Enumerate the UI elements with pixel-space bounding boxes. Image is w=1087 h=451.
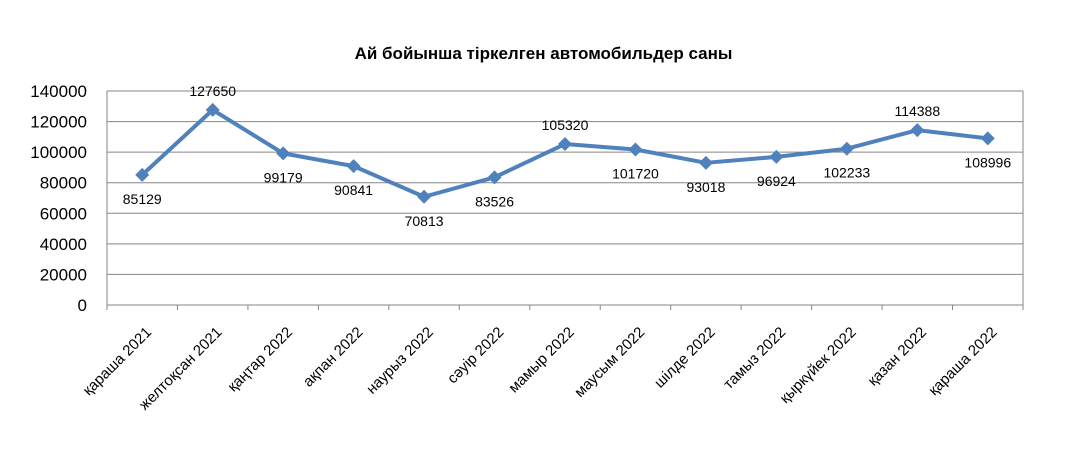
x-tick-label: ақпан 2022 [300,324,367,391]
data-point [205,102,220,117]
data-point [135,167,150,182]
x-tick-label: сәуір 2022 [444,324,507,387]
x-tick-label: қараша 2022 [925,324,1000,399]
data-label: 102233 [823,165,870,181]
data-point [769,149,784,164]
data-label: 90841 [334,182,373,198]
y-tick-label: 120000 [30,113,87,132]
data-point [839,141,854,156]
x-tick-label: қараша 2021 [80,324,155,399]
data-label: 108996 [964,154,1011,170]
x-tick-label: қазан 2022 [865,324,931,390]
data-point [346,159,361,174]
data-point [558,137,572,152]
data-label: 101720 [612,166,659,182]
data-point [698,155,713,170]
x-tick-label: қыркүйек 2022 [777,324,860,407]
chart-title: Ай бойынша тіркелген автомобильдер саны [354,44,733,63]
data-point [628,142,643,157]
data-label: 93018 [686,179,725,195]
x-tick-label: шілде 2022 [651,324,719,392]
data-label: 83526 [475,193,514,209]
y-tick-label: 100000 [30,143,87,162]
data-label: 85129 [123,191,162,207]
x-tick-label: қаңтар 2022 [224,324,296,396]
data-label: 96924 [757,173,796,189]
data-label: 114388 [894,103,940,119]
x-tick-label: мамыр 2022 [505,324,578,397]
y-tick-label: 60000 [40,204,87,223]
data-point [417,189,432,204]
data-point [980,131,995,146]
x-tick-label: наурыз 2022 [363,324,437,398]
y-tick-label: 20000 [40,265,87,284]
data-point [276,146,291,161]
x-tick-label: маусым 2022 [571,324,648,401]
y-tick-label: 140000 [30,82,87,101]
data-label: 127650 [189,83,236,99]
y-tick-label: 80000 [40,174,87,193]
data-label: 70813 [405,213,444,229]
data-label: 99179 [264,169,303,185]
y-tick-label: 40000 [40,235,87,254]
data-point [910,123,925,138]
data-label: 105320 [542,117,589,133]
data-point [487,170,502,185]
x-tick-label: тамыз 2022 [720,324,789,393]
y-tick-label: 0 [78,296,87,315]
